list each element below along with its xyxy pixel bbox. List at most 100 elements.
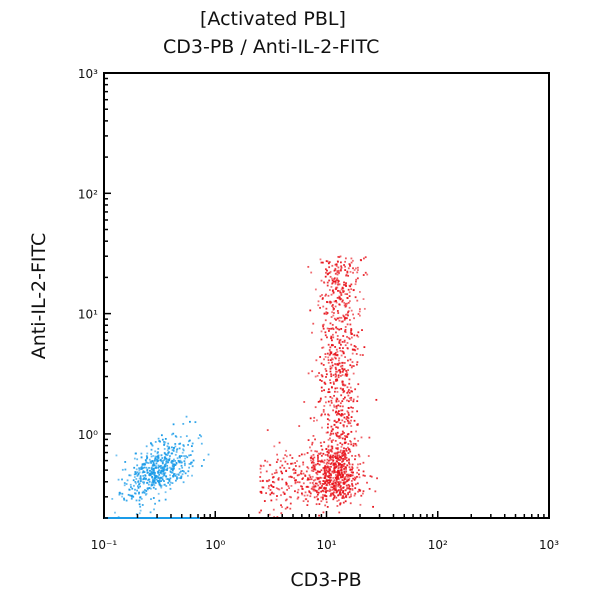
data-point xyxy=(332,459,335,462)
data-point xyxy=(328,330,330,332)
data-point xyxy=(312,488,315,491)
data-point xyxy=(152,455,155,457)
data-point xyxy=(157,454,160,457)
data-point xyxy=(335,465,338,468)
data-point xyxy=(310,459,312,462)
data-point xyxy=(151,466,153,469)
data-point xyxy=(344,437,346,440)
data-point xyxy=(359,354,362,356)
data-point xyxy=(313,496,316,499)
data-point xyxy=(345,282,347,285)
data-point xyxy=(337,281,340,284)
data-point xyxy=(296,474,299,477)
data-point xyxy=(345,494,348,497)
data-point xyxy=(328,490,331,493)
data-point xyxy=(190,461,193,464)
data-point xyxy=(336,431,339,434)
data-point xyxy=(350,327,353,330)
data-point xyxy=(333,390,336,393)
data-point xyxy=(335,400,338,403)
data-point xyxy=(262,464,265,467)
data-point xyxy=(352,348,355,351)
data-point xyxy=(327,444,330,447)
data-point xyxy=(338,454,341,457)
data-point xyxy=(343,435,346,437)
data-point xyxy=(340,433,343,436)
data-point xyxy=(129,483,132,486)
data-point xyxy=(343,384,346,387)
data-point xyxy=(351,410,354,413)
data-point xyxy=(317,452,320,455)
data-point xyxy=(312,457,314,460)
data-point xyxy=(337,362,340,365)
data-point xyxy=(260,509,263,512)
data-point xyxy=(342,495,345,497)
data-point xyxy=(349,300,351,303)
data-point xyxy=(356,277,359,280)
data-point xyxy=(347,311,349,314)
data-point xyxy=(335,496,338,499)
data-point xyxy=(337,426,339,429)
data-point xyxy=(362,470,365,473)
data-point xyxy=(340,468,343,471)
data-point xyxy=(344,316,347,319)
data-point xyxy=(335,286,338,289)
data-point xyxy=(157,471,160,474)
data-point xyxy=(145,492,148,495)
data-point xyxy=(338,413,341,416)
data-point xyxy=(344,260,347,263)
data-point xyxy=(340,316,343,319)
data-point xyxy=(172,460,175,463)
data-point xyxy=(351,352,354,355)
data-point xyxy=(344,344,347,347)
data-point xyxy=(259,476,262,478)
data-point xyxy=(152,486,155,489)
data-point xyxy=(336,378,338,381)
data-point xyxy=(300,453,303,456)
data-point xyxy=(321,489,324,492)
data-point xyxy=(336,296,339,299)
data-point xyxy=(138,491,140,494)
data-point xyxy=(296,491,299,494)
data-point xyxy=(298,454,301,457)
data-point xyxy=(155,465,158,468)
data-point xyxy=(322,473,325,476)
data-point xyxy=(332,314,335,317)
data-point xyxy=(322,494,324,496)
data-point xyxy=(341,405,344,408)
data-point xyxy=(314,464,317,466)
data-point xyxy=(310,449,313,452)
data-point xyxy=(330,425,333,428)
data-point xyxy=(329,495,332,497)
data-point xyxy=(328,349,331,351)
data-point xyxy=(346,323,349,326)
data-point xyxy=(133,492,136,495)
data-point xyxy=(351,466,354,468)
data-point xyxy=(324,396,327,398)
data-point xyxy=(327,356,330,359)
data-point xyxy=(341,453,344,455)
data-point xyxy=(337,470,340,473)
data-point xyxy=(322,467,325,469)
data-point xyxy=(328,483,331,486)
data-point xyxy=(316,491,318,494)
data-point xyxy=(330,479,333,482)
data-point xyxy=(323,480,326,483)
data-point xyxy=(139,485,141,488)
data-point xyxy=(121,495,123,498)
data-point xyxy=(343,420,346,423)
data-point xyxy=(327,391,330,394)
data-point xyxy=(324,319,327,322)
data-point xyxy=(350,471,353,474)
data-point xyxy=(145,461,147,464)
data-point xyxy=(338,493,340,496)
data-point xyxy=(335,471,338,473)
data-point xyxy=(323,281,326,284)
data-point xyxy=(284,460,287,463)
data-point xyxy=(114,511,116,514)
data-point xyxy=(320,500,323,503)
data-point xyxy=(323,358,325,361)
data-point xyxy=(328,479,331,482)
data-point xyxy=(332,493,335,495)
data-point xyxy=(331,447,334,450)
